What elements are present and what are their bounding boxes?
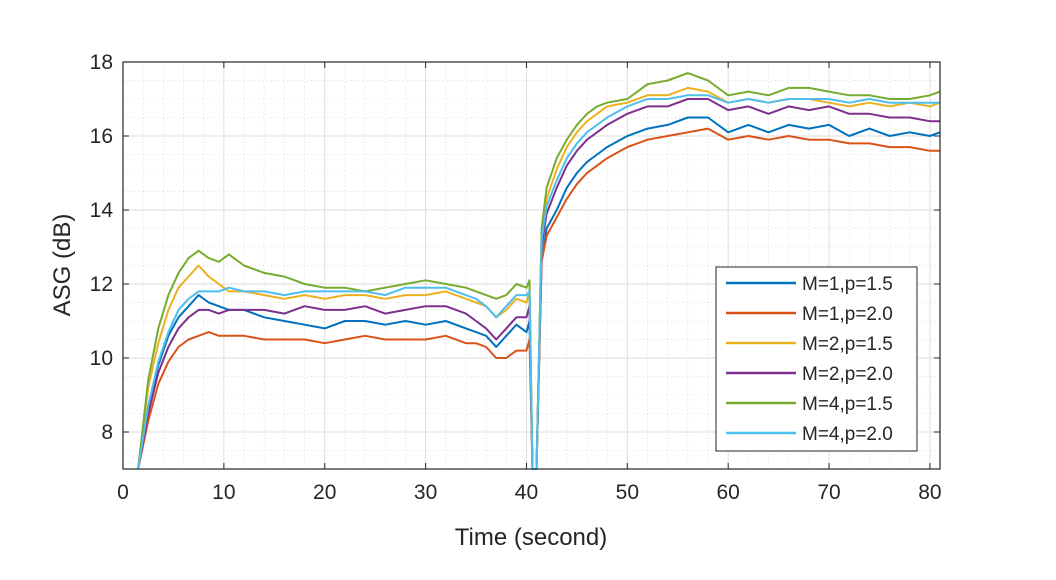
series-lines: [137, 72, 941, 470]
y-tick-label: 10: [90, 347, 113, 370]
minor-grid: [123, 62, 940, 469]
plot-frame: [122, 61, 941, 470]
x-tick-label: 60: [717, 481, 740, 504]
y-tick-label: 12: [90, 273, 113, 296]
x-tick-label: 10: [212, 481, 235, 504]
x-tick-label: 0: [117, 481, 129, 504]
y-axis-label: ASG (dB): [49, 214, 76, 317]
x-tick-label: 40: [515, 481, 538, 504]
series-line-2: [137, 127, 940, 470]
y-tick-label: 14: [90, 199, 114, 222]
legend-label: M=1,p=2.0: [802, 304, 893, 325]
x-tick-label: 20: [313, 481, 336, 504]
legend-box: [715, 266, 918, 452]
legend-label: M=4,p=1.5: [802, 394, 893, 415]
series-line-5: [137, 72, 941, 470]
x-tick-label: 80: [918, 481, 941, 504]
x-tick-label: 70: [817, 481, 840, 504]
x-axis-label: Time (second): [455, 524, 607, 551]
legend: M=1,p=1.5 M=1,p=2.0 M=2,p=1.5 M=2,p=2.0 M=4,…: [715, 266, 918, 452]
y-tick-label: 8: [101, 421, 113, 444]
series-line-4: [137, 98, 940, 470]
axis-ticks: [122, 61, 940, 469]
series-line-6: [137, 94, 940, 470]
y-tick-labels: 8 10 12 14 16 18: [90, 51, 114, 444]
x-tick-label: 50: [616, 481, 639, 504]
legend-label: M=4,p=2.0: [802, 424, 893, 445]
legend-label: M=1,p=1.5: [802, 274, 893, 295]
x-tick-label: 30: [414, 481, 437, 504]
x-tick-labels: 0 10 20 30 40 50 60 70 80: [117, 481, 941, 504]
y-tick-label: 16: [90, 125, 113, 148]
legend-label: M=2,p=2.0: [802, 364, 893, 385]
legend-label: M=2,p=1.5: [802, 334, 893, 355]
y-tick-label: 18: [90, 51, 113, 74]
